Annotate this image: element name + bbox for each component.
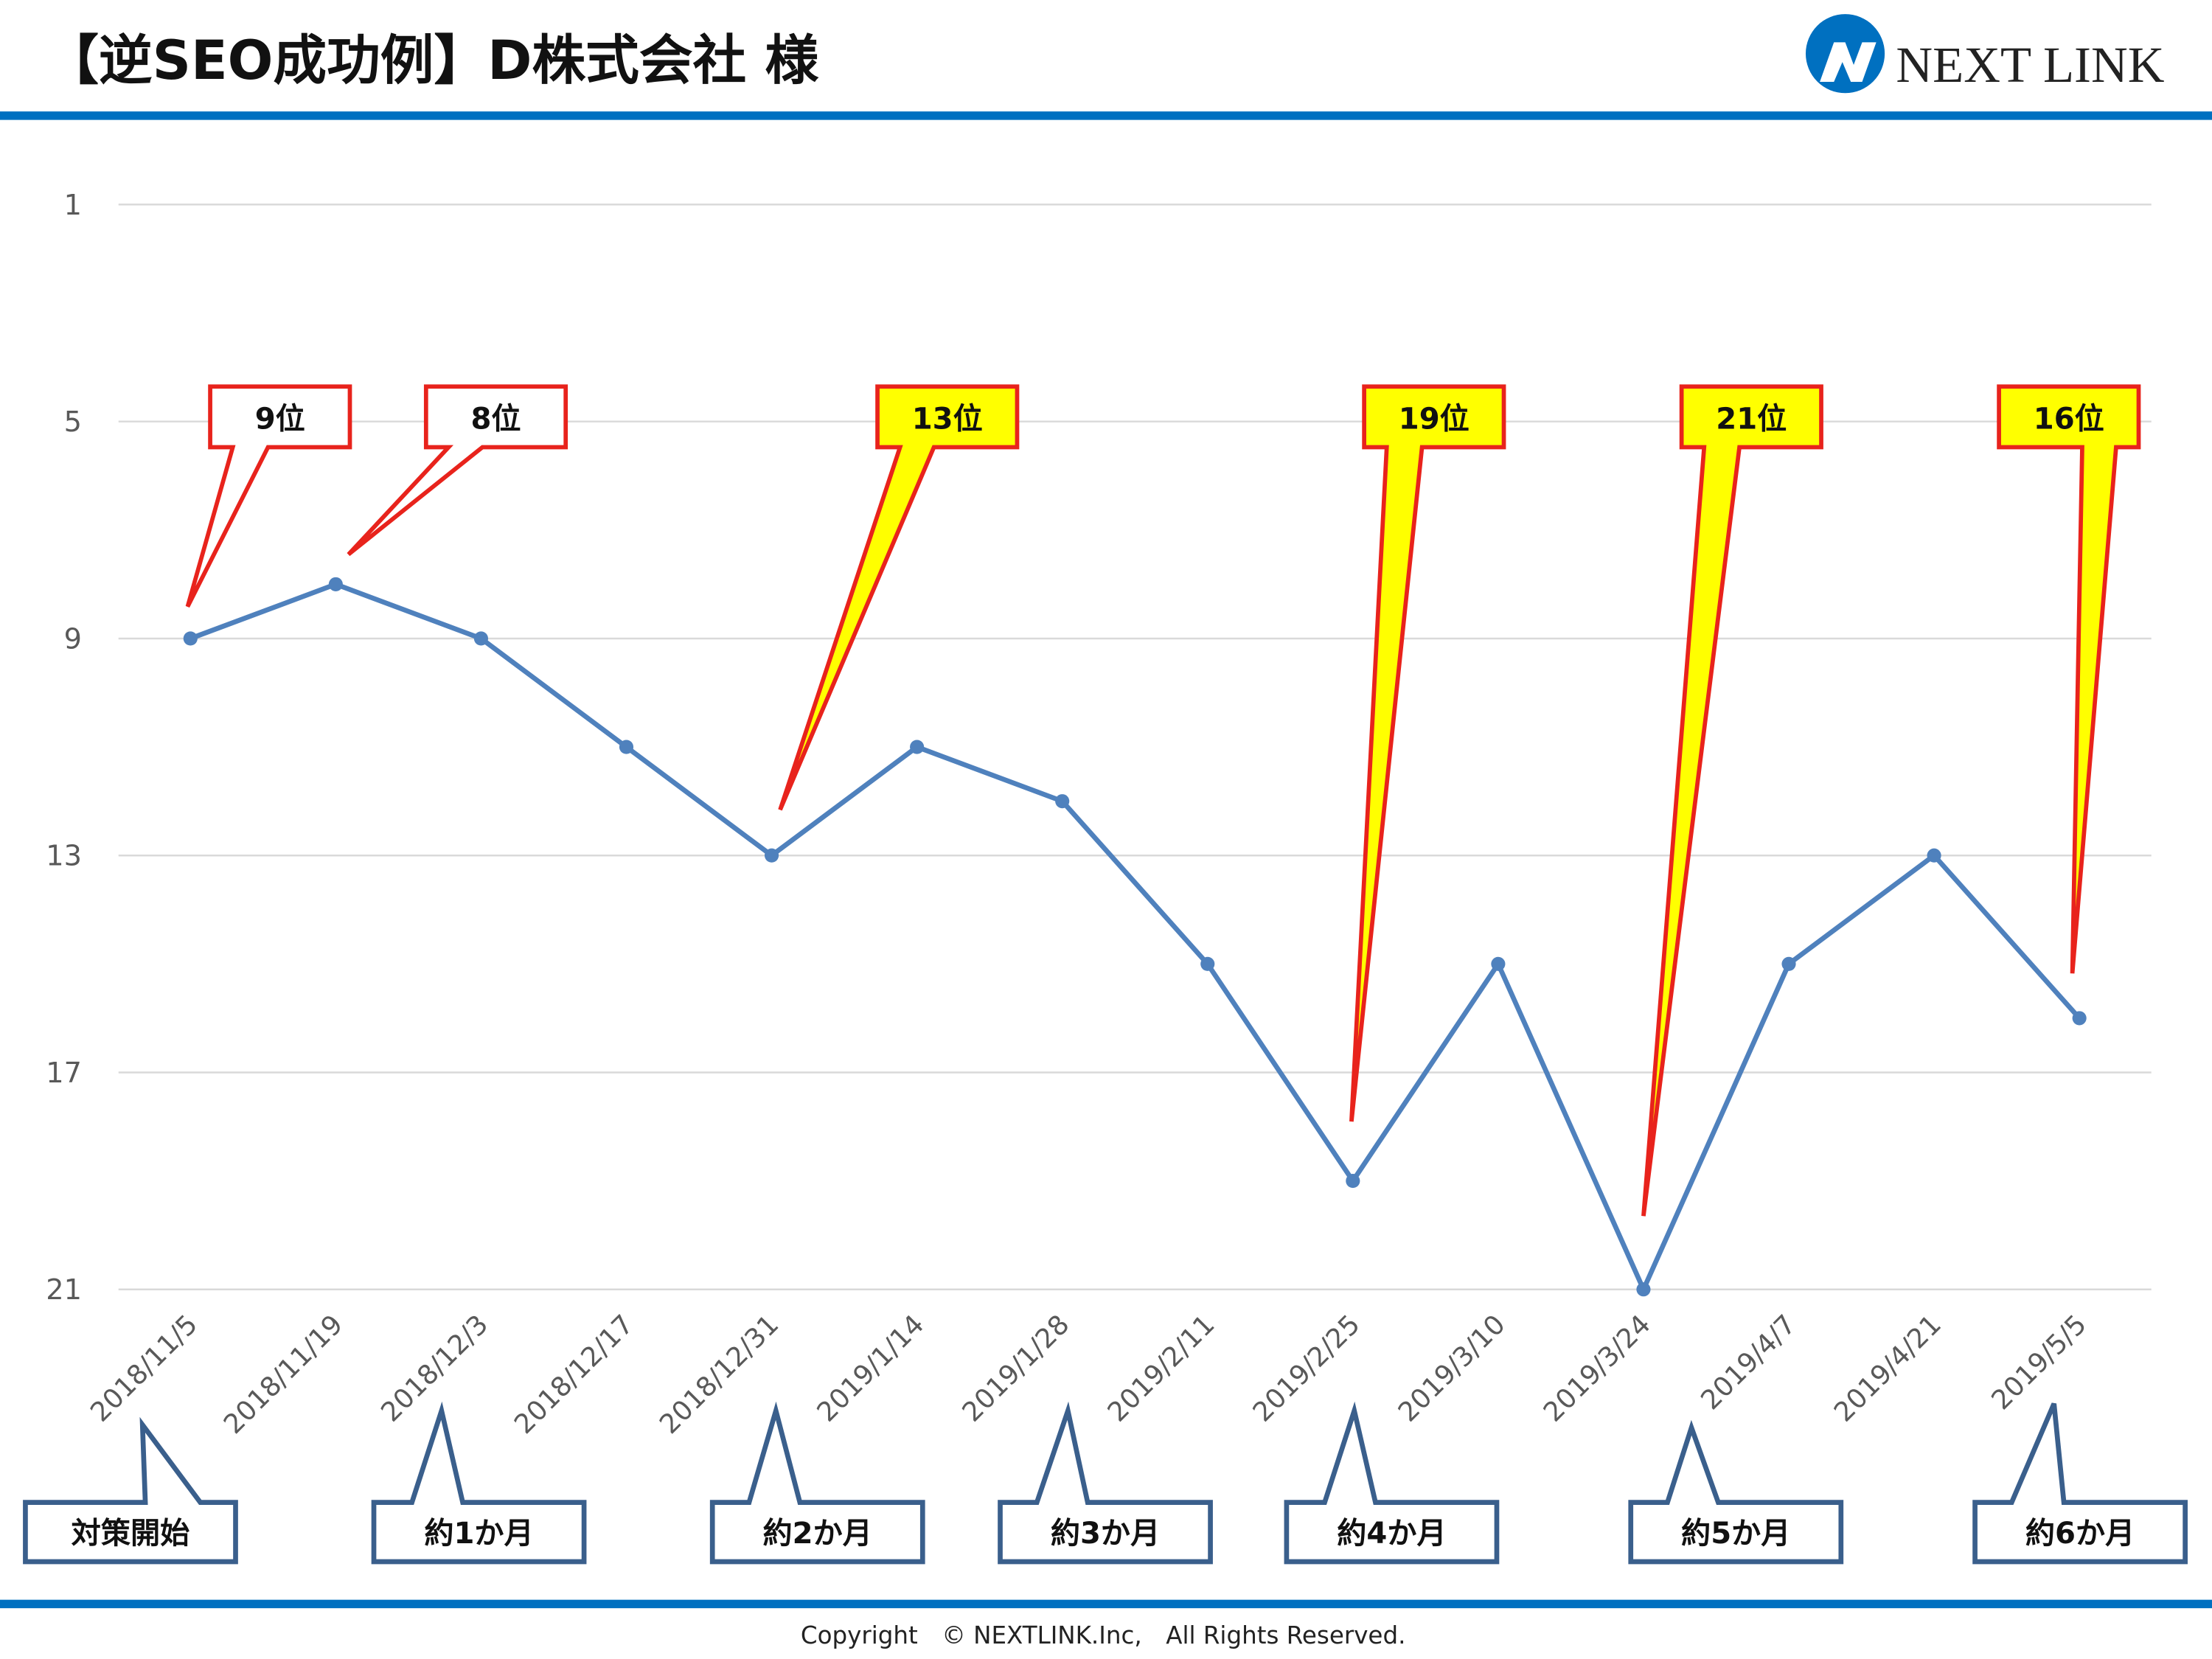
callout-label: 約4か月 [1337,1517,1446,1551]
callout-label: 16位 [2034,403,2104,437]
x-tick-label: 2018/11/19 [218,1308,349,1440]
rank-callout: 19位 [1349,384,1506,1122]
data-point [328,577,343,591]
data-point [1636,1282,1651,1297]
x-tick-label: 2019/3/24 [1537,1308,1657,1427]
x-tick-label: 2019/1/28 [956,1308,1075,1427]
period-callout: 約6か月 [1972,1402,2188,1565]
x-tick-label: 2019/2/11 [1101,1308,1220,1427]
callout-label: 9位 [255,403,305,437]
logo-n-icon [1820,42,1877,82]
callout-shape [185,384,352,608]
callout-shape [1972,1402,2188,1565]
data-point [1491,956,1506,971]
callout-label: 13位 [912,403,983,437]
footer-divider [0,1599,2212,1609]
callout-shape [709,1401,925,1565]
data-point [619,740,634,754]
y-tick-label: 17 [46,1057,82,1090]
x-tick-label: 2019/4/21 [1828,1308,1947,1427]
period-callout: 約4か月 [1284,1401,1500,1565]
copyright: Copyright © NEXTLINK.Inc, All Rights Res… [801,1621,1406,1649]
callout-shape [778,384,1020,811]
callout-label: 約3か月 [1051,1517,1160,1551]
callout-shape [1284,1401,1500,1565]
callout-label: 約2か月 [763,1517,872,1551]
callout-shape [371,1401,587,1565]
rank-callout: 21位 [1641,384,1823,1217]
x-tick-label: 2018/11/5 [84,1308,204,1427]
period-callout: 約5か月 [1628,1419,1844,1565]
callout-label: 約1か月 [424,1517,533,1551]
callout-label: 8位 [470,403,521,437]
callout-label: 約5か月 [1681,1517,1790,1551]
x-tick-label: 2018/12/31 [653,1308,785,1440]
y-tick-label: 13 [46,840,82,873]
rank-callout: 16位 [1997,384,2141,974]
x-tick-label: 2019/3/10 [1392,1308,1512,1427]
data-point [1781,956,1796,971]
x-tick-label: 2018/12/17 [508,1308,640,1440]
callout-shape [998,1401,1213,1565]
data-point [1346,1174,1360,1189]
rank-callout: 13位 [778,384,1020,811]
data-point [183,631,198,646]
data-point [1200,956,1215,971]
callout-label: 約6か月 [2025,1517,2135,1551]
callout-label: 19位 [1399,403,1470,437]
y-tick-label: 5 [64,406,82,439]
x-tick-label: 2019/2/25 [1246,1308,1366,1427]
callout-label: 対策開始 [72,1517,190,1551]
data-point [764,848,779,863]
header-divider [0,111,2212,120]
data-point [1055,794,1070,809]
period-callout: 約3か月 [998,1401,1213,1565]
callout-shape [1349,384,1506,1122]
y-tick-label: 9 [64,622,82,655]
x-tick-label: 2018/12/3 [375,1308,494,1427]
x-tick-label: 2019/5/5 [1985,1308,2093,1416]
period-callout: 対策開始 [23,1416,238,1565]
callout-shape [1628,1419,1844,1565]
callout-shape [1641,384,1823,1217]
rank-callout: 9位 [185,384,352,608]
data-point [910,740,925,754]
rank-callout: 8位 [347,384,568,557]
nextlink-logo: NEXT LINK [1805,14,2165,94]
x-tick-label: 2019/1/14 [810,1308,930,1427]
page-title: 【逆SEO成功例】D株式会社 様 [45,30,818,92]
period-callout: 約1か月 [371,1401,587,1565]
series-line [189,582,2081,1293]
callout-label: 21位 [1716,403,1787,437]
callout-shape [347,384,568,557]
y-tick-label: 1 [64,189,82,222]
x-tick-label: 2019/4/7 [1694,1308,1802,1416]
data-point [473,631,488,646]
data-point [1927,848,1941,863]
y-tick-label: 21 [46,1273,82,1307]
logo-text: NEXT LINK [1896,37,2164,93]
data-point [2072,1011,2087,1026]
period-callout: 約2か月 [709,1401,925,1565]
callout-shape [23,1416,238,1565]
callout-shape [1997,384,2141,974]
